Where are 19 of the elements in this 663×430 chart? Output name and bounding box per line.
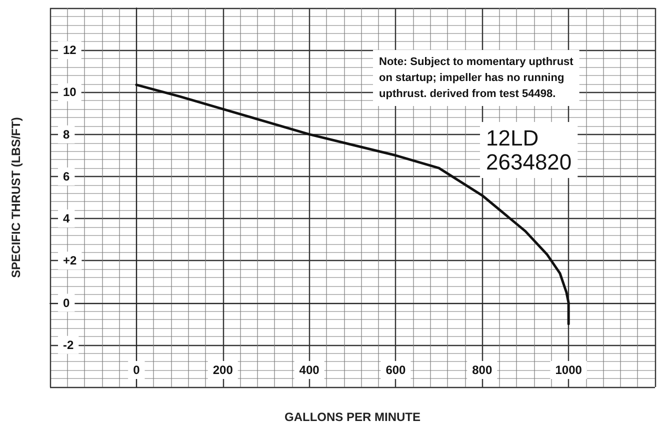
x-axis-title: GALLONS PER MINUTE [284,410,421,424]
line-series [135,84,570,326]
y-tick-label: 4 [63,212,70,226]
y-tick-label: 6 [63,169,70,184]
y-tick-label: 8 [63,127,70,142]
x-tick-label: 800 [472,363,492,377]
y-tick-label: 0 [63,296,70,310]
y-tick-label: +2 [63,254,78,268]
x-tick-label: 0 [133,363,140,377]
y-tick-label: 10 [63,85,77,100]
x-tick-label: 200 [212,363,234,377]
x-tick-label: 600 [386,363,406,377]
annotation: Note: Subject to momentary upthrust on startup; impeller has no running upthrust. derived from test 54498. [379,56,574,100]
y-tick-label: -2 [63,338,74,352]
x-tick-label: 400 [299,363,320,377]
annotation: 12LD 2634820 [486,126,572,174]
y-tick-label: 12 [63,43,77,58]
y-axis-title: SPECIFIC THRUST (LBS/FT) [9,117,23,278]
x-tick-label: 1000 [555,363,582,377]
